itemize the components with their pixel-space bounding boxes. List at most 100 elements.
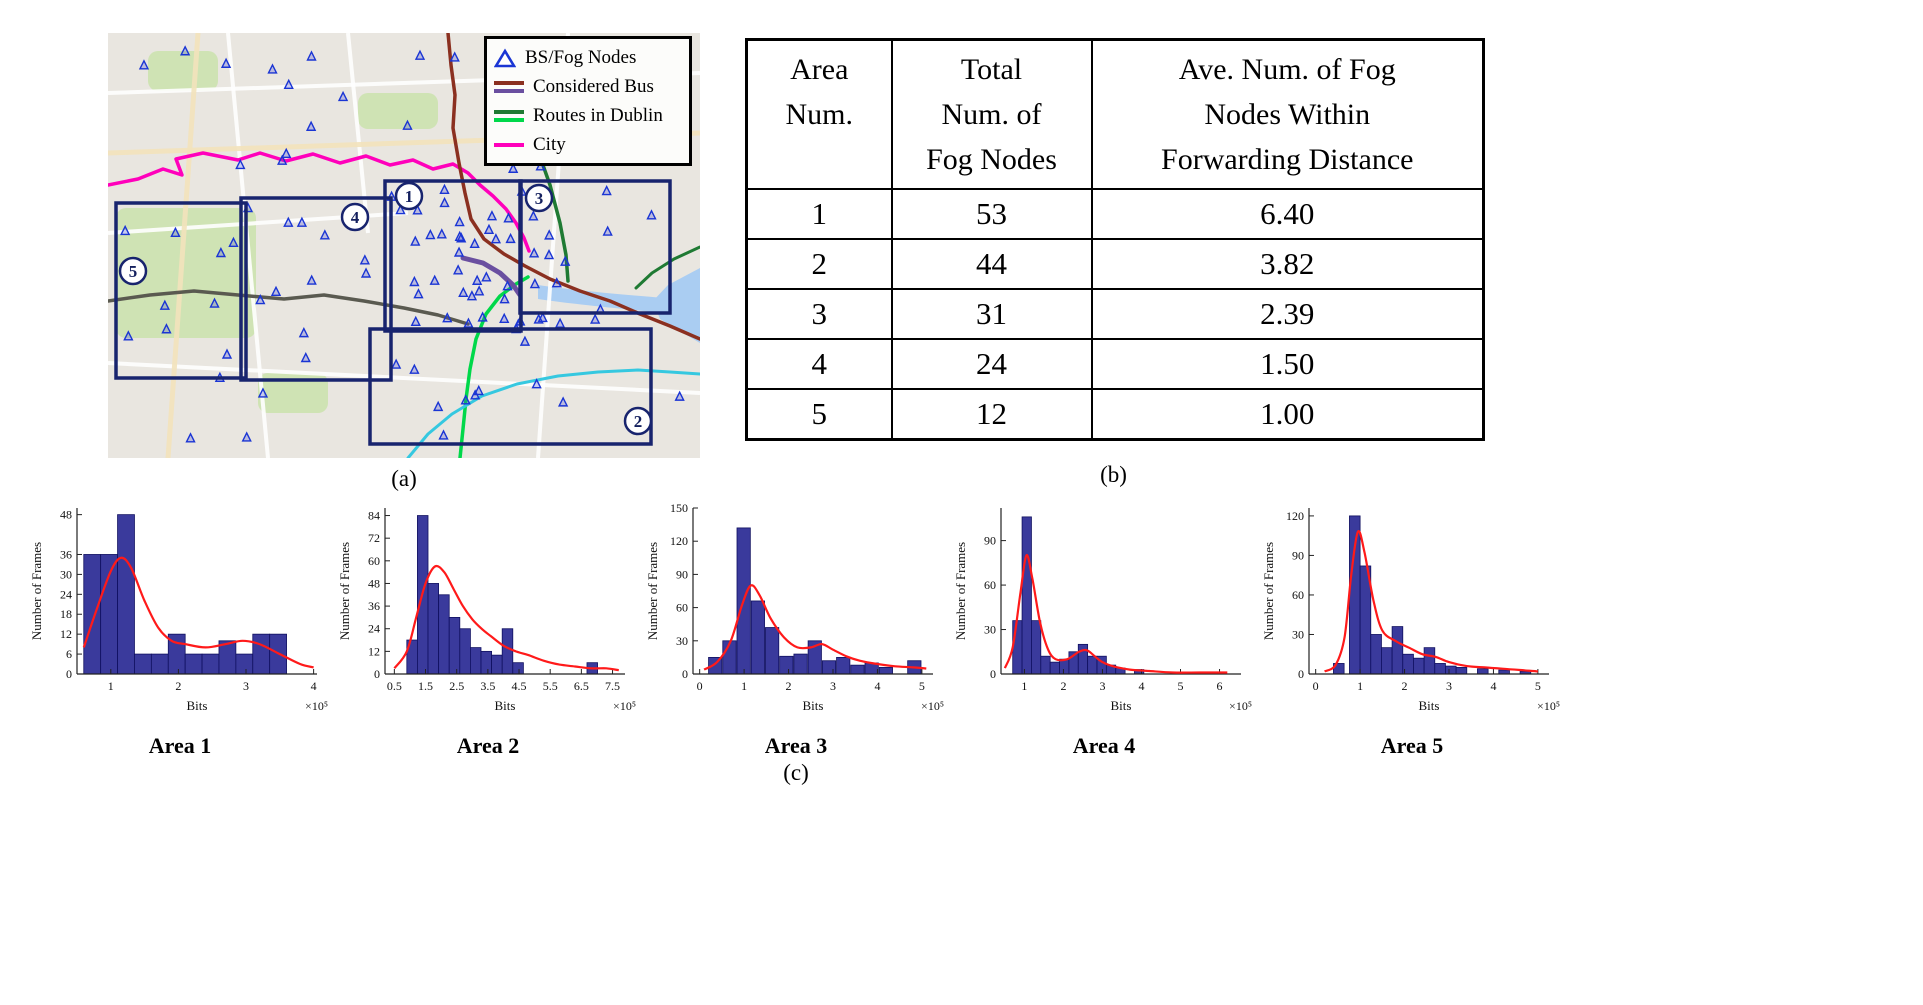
cell-ave-nodes: 6.40: [1090, 188, 1485, 240]
svg-text:6: 6: [66, 647, 72, 661]
svg-text:5: 5: [1178, 679, 1184, 693]
chart-area-1: 0 6 12 18 24 30 36 48 1 2 3 4 Bits ×10⁵ Number of Fram…: [29, 500, 330, 759]
svg-text:90: 90: [676, 567, 688, 581]
histogram-area-2: 0 12 24 36 48 60 72 84 0.5 1.5 2.5 3.5 4.5 5.5 6.5 7.5 B…: [337, 508, 636, 713]
svg-text:2: 2: [634, 412, 643, 431]
svg-text:Number of Frames: Number of Frames: [1262, 542, 1276, 640]
fog-node-stats-table: Area Num. Total Num. of Fog Nodes Ave. N…: [745, 38, 1485, 441]
svg-text:1.5: 1.5: [418, 679, 433, 693]
svg-text:5.5: 5.5: [543, 679, 558, 693]
svg-text:5: 5: [919, 679, 925, 693]
chart-title-area-1: Area 1: [148, 733, 212, 758]
svg-text:×10⁵: ×10⁵: [613, 699, 636, 713]
svg-text:0: 0: [1298, 667, 1304, 681]
chart-area-5: 0 30 60 90 120 0 1 2 3 4 5 Bits ×10⁵ Number of Frames…: [1261, 500, 1562, 759]
legend-item-city: City: [494, 131, 682, 158]
svg-text:3.5: 3.5: [480, 679, 495, 693]
svg-text:Number of Frames: Number of Frames: [646, 542, 660, 640]
svg-text:0: 0: [1313, 679, 1319, 693]
chart-area-3: 0 30 60 90 120 150 0 1 2 3 4 5 Bits ×10⁵ Number of Fra…: [645, 500, 946, 759]
chart-title-area-2: Area 2: [456, 733, 520, 758]
svg-text:4: 4: [1138, 679, 1144, 693]
chart-title-area-4: Area 4: [1072, 733, 1136, 758]
svg-text:0: 0: [374, 667, 380, 681]
legend-label-bs-fog-nodes: BS/Fog Nodes: [525, 47, 637, 68]
chart-title-area-5: Area 5: [1380, 733, 1444, 758]
panel-label-c: (c): [783, 760, 809, 785]
svg-text:3: 3: [243, 679, 249, 693]
svg-text:0: 0: [66, 667, 72, 681]
svg-text:36: 36: [60, 547, 72, 561]
svg-text:7.5: 7.5: [605, 679, 620, 693]
svg-text:30: 30: [1292, 627, 1304, 641]
svg-text:30: 30: [60, 567, 72, 581]
cell-area-num: 3: [745, 288, 893, 340]
bus-route-line-swatch: [494, 142, 524, 147]
svg-text:5: 5: [1535, 679, 1541, 693]
svg-text:12: 12: [60, 627, 72, 641]
svg-text:Number of Frames: Number of Frames: [338, 542, 352, 640]
svg-text:4: 4: [1490, 679, 1496, 693]
legend-label-considered-bus: Considered Bus: [533, 76, 654, 97]
legend-label-routes-in-dublin: Routes in Dublin: [533, 105, 663, 126]
svg-text:Bits: Bits: [803, 698, 824, 713]
svg-text:5: 5: [129, 262, 138, 281]
svg-text:Bits: Bits: [1419, 698, 1440, 713]
svg-text:Bits: Bits: [495, 698, 516, 713]
histogram-area-3: 0 30 60 90 120 150 0 1 2 3 4 5 Bits ×10⁵ Number of Fra…: [645, 501, 944, 713]
svg-text:1: 1: [1357, 679, 1363, 693]
col-header-area-num: Area Num.: [745, 38, 893, 190]
bus-route-line-swatch: [494, 80, 524, 93]
svg-text:0: 0: [697, 679, 703, 693]
chart-title-area-3: Area 3: [764, 733, 828, 758]
svg-text:1: 1: [108, 679, 114, 693]
svg-text:4.5: 4.5: [512, 679, 527, 693]
svg-text:90: 90: [1292, 548, 1304, 562]
svg-text:150: 150: [670, 501, 688, 515]
svg-text:30: 30: [984, 623, 996, 637]
table-row: 2 44 3.82: [745, 238, 1485, 290]
svg-text:3: 3: [830, 679, 836, 693]
table-header-row: Area Num. Total Num. of Fog Nodes Ave. N…: [745, 38, 1485, 190]
table-row: 1 53 6.40: [745, 188, 1485, 240]
svg-text:12: 12: [368, 644, 380, 658]
svg-text:30: 30: [676, 634, 688, 648]
cell-ave-nodes: 1.00: [1090, 388, 1485, 440]
svg-text:36: 36: [368, 599, 380, 613]
cell-total-nodes: 24: [890, 338, 1093, 390]
svg-text:60: 60: [676, 601, 688, 615]
svg-text:3: 3: [1446, 679, 1452, 693]
svg-text:Bits: Bits: [1111, 698, 1132, 713]
cell-ave-nodes: 3.82: [1090, 238, 1485, 290]
svg-text:0: 0: [990, 667, 996, 681]
cell-total-nodes: 31: [890, 288, 1093, 340]
svg-text:72: 72: [368, 531, 380, 545]
bs-fog-node-triangle-icon: [494, 47, 516, 67]
svg-text:48: 48: [368, 576, 380, 590]
table-row: 5 12 1.00: [745, 388, 1485, 440]
svg-text:×10⁵: ×10⁵: [1229, 699, 1252, 713]
svg-text:Bits: Bits: [187, 698, 208, 713]
panel-label-a: (a): [391, 466, 417, 491]
table-row: 4 24 1.50: [745, 338, 1485, 390]
svg-text:0: 0: [682, 667, 688, 681]
map-panel-dublin: 1 2 3 4 5 BS/Fog Nodes Considered Bus Routes…: [108, 33, 700, 458]
svg-text:48: 48: [60, 508, 72, 522]
svg-text:×10⁵: ×10⁵: [1537, 699, 1560, 713]
legend-item-routes-in-dublin: Routes in Dublin: [494, 102, 682, 129]
svg-text:2: 2: [175, 679, 181, 693]
svg-text:90: 90: [984, 534, 996, 548]
panel-c-histograms: 0 6 12 18 24 30 36 48 1 2 3 4 Bits ×10⁵ Number of Fram…: [29, 500, 1562, 759]
svg-text:6.5: 6.5: [574, 679, 589, 693]
legend-item-considered-bus: Considered Bus: [494, 73, 682, 100]
svg-text:60: 60: [368, 554, 380, 568]
bus-route-line-swatch: [494, 109, 524, 122]
svg-text:120: 120: [1286, 509, 1304, 523]
svg-text:4: 4: [874, 679, 880, 693]
svg-text:Number of Frames: Number of Frames: [954, 542, 968, 640]
svg-text:Number of Frames: Number of Frames: [30, 542, 44, 640]
legend-item-bs-fog-nodes: BS/Fog Nodes: [494, 44, 682, 71]
cell-area-num: 5: [745, 388, 893, 440]
